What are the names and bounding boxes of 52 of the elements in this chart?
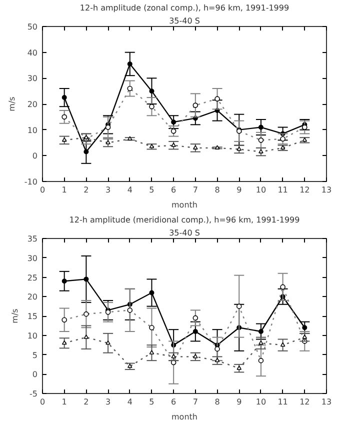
x-tick-label: 13 [321, 398, 332, 406]
y-tick-label: 20 [27, 100, 38, 109]
y-tick-label: 0 [32, 370, 38, 380]
y-axis-title: m/s [7, 96, 16, 112]
y-axis-title: m/s [10, 308, 20, 324]
y-tick-label: 30 [27, 254, 38, 263]
y-tick-label: 0 [32, 152, 38, 161]
x-tick-label: 9 [236, 398, 242, 406]
chart-subtitle: 35-40 S [169, 16, 200, 26]
x-tick-label: 7 [192, 186, 198, 194]
x-tick-label: 3 [105, 398, 111, 406]
x-axis-title: month [172, 200, 198, 210]
x-tick-label: 12 [300, 398, 310, 406]
y-tick-label: 25 [27, 273, 38, 282]
x-tick-label: 4 [127, 398, 132, 406]
x-tick-label: 3 [105, 186, 111, 194]
x-tick-label: 10 [256, 186, 266, 194]
x-tick-label: 6 [171, 398, 176, 406]
chart-subtitle: 35-40 S [169, 228, 200, 238]
x-axis-title: month [172, 412, 198, 422]
y-tick-label: 20 [27, 292, 38, 302]
chart-title: 12-h amplitude (meridional comp.), h=96 km, 1991-1999 [69, 216, 300, 224]
y-tick-label: 35 [27, 234, 38, 244]
y-tick-label: 10 [27, 331, 38, 340]
x-tick-label: 4 [127, 186, 132, 194]
x-tick-label: 1 [62, 398, 67, 406]
chart-title: 12-h amplitude (zonal comp.), h=96 km, 1991-1999 [80, 4, 290, 12]
x-tick-label: 1 [62, 186, 67, 194]
x-tick-label: 11 [278, 398, 288, 406]
y-tick-label: 5 [32, 350, 38, 360]
y-tick-label: 50 [27, 22, 38, 32]
x-tick-label: 5 [149, 398, 154, 406]
y-tick-label: 10 [27, 126, 38, 135]
y-tick-label: 15 [27, 312, 38, 321]
x-tick-label: 0 [40, 186, 46, 194]
x-tick-label: 2 [84, 398, 89, 406]
x-tick-label: 8 [214, 186, 220, 194]
y-tick-label: 30 [27, 74, 38, 84]
x-tick-label: 6 [171, 186, 176, 194]
x-tick-label: 13 [321, 186, 332, 194]
x-tick-label: 9 [236, 186, 242, 194]
x-tick-label: 10 [256, 398, 266, 406]
x-tick-label: 2 [84, 186, 89, 194]
x-tick-label: 12 [300, 186, 310, 194]
y-tick-label: 40 [27, 48, 38, 58]
x-tick-label: 7 [192, 398, 198, 406]
y-tick-label: -10 [24, 178, 38, 186]
x-tick-label: 11 [278, 186, 288, 194]
x-tick-label: 0 [40, 398, 46, 406]
x-tick-label: 5 [149, 186, 154, 194]
y-tick-label: -5 [30, 390, 38, 398]
x-tick-label: 8 [214, 398, 220, 406]
